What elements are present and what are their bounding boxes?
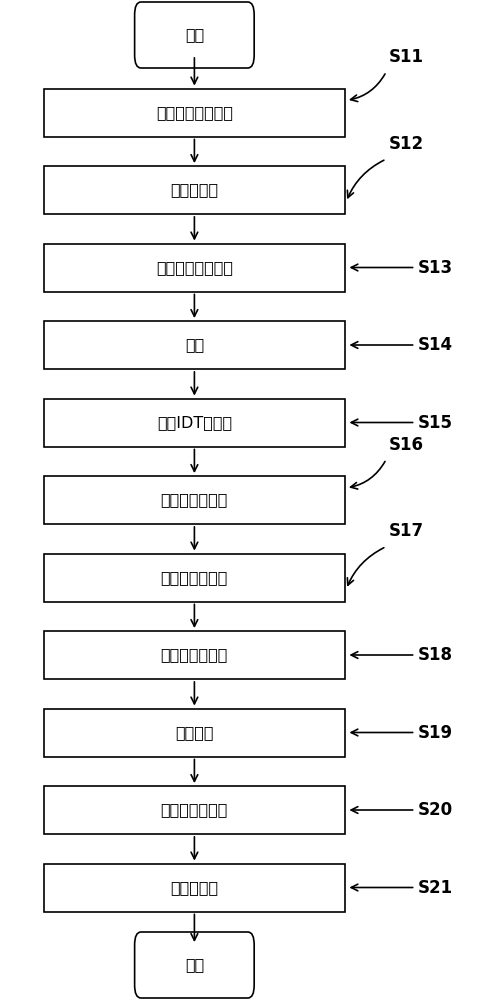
Bar	[44, 476, 345, 524]
Text: S14: S14	[418, 336, 453, 354]
Text: 沉积第一介质层: 沉积第一介质层	[161, 492, 228, 508]
Text: 沉积第二介质层: 沉积第二介质层	[161, 648, 228, 662]
Bar	[44, 399, 345, 447]
Bar	[44, 89, 345, 137]
Text: S17: S17	[389, 522, 424, 540]
Bar	[44, 166, 345, 214]
Bar	[44, 244, 345, 292]
Text: 蚀刻: 蚀刻	[185, 338, 204, 353]
Text: S19: S19	[418, 724, 453, 742]
Text: S15: S15	[418, 414, 453, 432]
Bar	[44, 554, 345, 602]
Text: 曝光、烘烤、显影: 曝光、烘烤、显影	[156, 260, 233, 275]
Text: 沉积第三介质层: 沉积第三介质层	[161, 802, 228, 818]
Text: 涂覆光刻胶: 涂覆光刻胶	[170, 183, 219, 198]
Text: S11: S11	[389, 48, 424, 66]
Text: 减薄第一介质层: 减薄第一介质层	[161, 570, 228, 585]
FancyBboxPatch shape	[135, 932, 254, 998]
Text: 沉积IDT金属层: 沉积IDT金属层	[157, 415, 232, 430]
FancyBboxPatch shape	[135, 2, 254, 68]
Bar	[44, 631, 345, 679]
Text: 抛光，键合: 抛光，键合	[170, 880, 219, 895]
Text: S20: S20	[418, 801, 453, 819]
Text: 提供衬底: 提供衬底	[175, 725, 214, 740]
Text: S12: S12	[389, 135, 424, 153]
Text: S18: S18	[418, 646, 453, 664]
Bar	[44, 321, 345, 369]
Text: 开始: 开始	[185, 27, 204, 42]
Bar	[44, 708, 345, 757]
Text: S13: S13	[418, 259, 453, 277]
Text: S21: S21	[418, 879, 453, 897]
Bar	[44, 786, 345, 834]
Text: S16: S16	[389, 436, 424, 454]
Text: 结束: 结束	[185, 958, 204, 972]
Text: 提供压电材料衬底: 提供压电材料衬底	[156, 105, 233, 120]
Bar	[44, 864, 345, 912]
